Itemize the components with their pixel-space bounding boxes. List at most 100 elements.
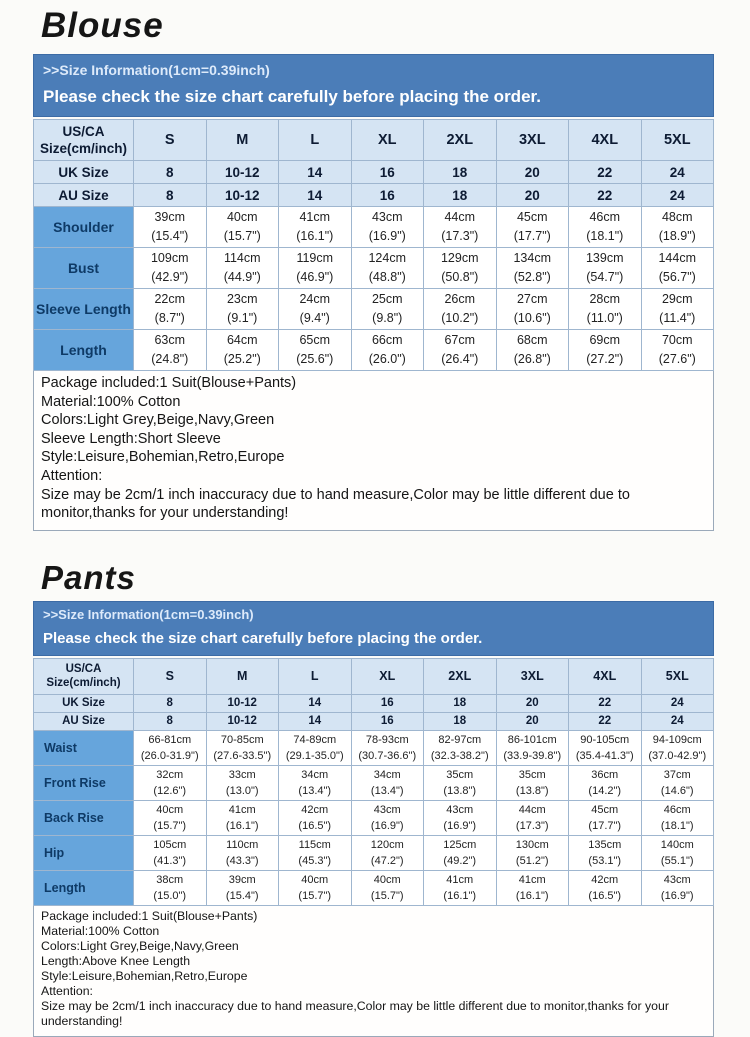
measurement-cell: 67cm (26.4") [423,329,497,371]
region-size-cell: 20 [495,160,569,184]
size-header-cell: L [278,119,352,161]
measurement-cell: 28cm (11.0") [568,288,642,330]
note-line: Size may be 2cm/1 inch inaccuracy due to… [41,998,669,1028]
au-size-row: AU Size 8 10-12 14 16 18 20 22 24 [33,711,714,731]
measurement-cell: 44cm (17.3") [495,799,569,836]
size-header-cell: XL [350,119,424,161]
region-size-cell: 16 [350,183,424,207]
measurement-cell: 34cm (13.4") [350,764,424,801]
measurement-cell: 41cm (16.1") [205,799,279,836]
region-size-label: AU Size [33,183,134,207]
blouse-size-table: US/CA Size(cm/inch) S M L XL 2XL 3XL 4XL 5XL UK Si… [33,119,714,371]
region-size-cell: 18 [423,160,497,184]
measurement-cell: 78-93cm (30.7-36.6") [350,729,424,766]
size-info-heading: >>Size Information(1cm=0.39inch) [43,606,254,622]
size-check-notice: Please check the size chart carefully be… [43,87,541,106]
size-header-cell: 3XL [495,119,569,161]
region-size-cell: 22 [568,160,642,184]
measurement-label: Back Rise [33,799,134,836]
size-chart-page: Blouse >>Size Information(1cm=0.39inch) … [33,0,714,1037]
region-size-cell: 8 [133,183,207,207]
note-line: Attention: [41,467,103,484]
measurement-row: Sleeve Length 22cm (8.7") 23cm (9.1") 24cm (9.… [33,288,714,330]
corner-cell: US/CA Size(cm/inch) [33,657,134,695]
measurement-label: Length [33,329,134,371]
size-header-cell: 5XL [640,119,714,161]
measurement-cell: 119cm (46.9") [278,247,352,289]
measurement-cell: 36cm (14.2") [568,764,642,801]
region-size-cell: 20 [495,711,569,731]
measurement-cell: 135cm (53.1") [568,834,642,871]
measurement-cell: 129cm (50.8") [423,247,497,289]
measurement-cell: 41cm (16.1") [278,206,352,248]
measurement-cell: 40cm (15.7") [205,206,279,248]
measurement-row: Hip 105cm (41.3") 110cm (43.3") 115cm (45.3") 1… [33,834,714,871]
region-size-cell: 24 [640,160,714,184]
note-line: Material:100% Cotton [41,393,181,410]
size-header-cell: 4XL [568,657,642,695]
measurement-cell: 66-81cm (26.0-31.9") [133,729,207,766]
size-header-cell: L [278,657,352,695]
measurement-cell: 40cm (15.7") [350,869,424,906]
measurement-label: Sleeve Length [33,288,134,330]
size-header-cell: M [205,119,279,161]
measurement-label: Hip [33,834,134,871]
note-line: Length:Above Knee Length [41,953,191,968]
size-header-cell: 3XL [495,657,569,695]
measurement-cell: 105cm (41.3") [133,834,207,871]
measurement-row: Length 63cm (24.8") 64cm (25.2") 65cm (25.6") 6… [33,329,714,371]
measurement-cell: 25cm (9.8") [350,288,424,330]
measurement-cell: 130cm (51.2") [495,834,569,871]
measurement-cell: 33cm (13.0") [205,764,279,801]
region-size-cell: 8 [133,693,207,713]
note-line: Size may be 2cm/1 inch inaccuracy due to… [41,486,630,522]
size-header-cell: 4XL [568,119,642,161]
measurement-cell: 120cm (47.2") [350,834,424,871]
region-size-label: AU Size [33,711,134,731]
note-line: Package included:1 Suit(Blouse+Pants) [41,908,258,923]
blouse-notes: Package included:1 Suit(Blouse+Pants) Mat… [33,371,714,531]
measurement-cell: 109cm (42.9") [133,247,207,289]
region-size-cell: 8 [133,711,207,731]
region-size-cell: 16 [350,693,424,713]
measurement-cell: 37cm (14.6") [640,764,714,801]
region-size-cell: 10-12 [205,160,279,184]
measurement-cell: 42cm (16.5") [278,799,352,836]
measurement-cell: 27cm (10.6") [495,288,569,330]
measurement-cell: 64cm (25.2") [205,329,279,371]
region-size-cell: 24 [640,183,714,207]
size-header-cell: S [133,119,207,161]
measurement-cell: 45cm (17.7") [568,799,642,836]
region-size-cell: 10-12 [205,183,279,207]
region-size-cell: 24 [640,711,714,731]
measurement-row: Front Rise 32cm (12.6") 33cm (13.0") 34cm (13.… [33,764,714,801]
note-line: Sleeve Length:Short Sleeve [41,430,221,447]
note-line: Style:Leisure,Bohemian,Retro,Europe [41,968,248,983]
measurement-cell: 140cm (55.1") [640,834,714,871]
measurement-cell: 22cm (8.7") [133,288,207,330]
measurement-cell: 144cm (56.7") [640,247,714,289]
size-header-cell: S [133,657,207,695]
measurement-cell: 125cm (49.2") [423,834,497,871]
measurement-cell: 43cm (16.9") [350,799,424,836]
measurement-cell: 35cm (13.8") [495,764,569,801]
measurement-cell: 66cm (26.0") [350,329,424,371]
pants-section: Pants >>Size Information(1cm=0.39inch) P… [33,557,714,1037]
measurement-cell: 46cm (18.1") [640,799,714,836]
region-size-cell: 18 [423,183,497,207]
measurement-cell: 82-97cm (32.3-38.2") [423,729,497,766]
corner-cell: US/CA Size(cm/inch) [33,119,134,161]
measurement-cell: 63cm (24.8") [133,329,207,371]
size-header-row: US/CA Size(cm/inch) S M L XL 2XL 3XL 4XL 5XL [33,657,714,695]
region-size-cell: 22 [568,183,642,207]
measurement-cell: 124cm (48.8") [350,247,424,289]
blouse-size-table-holder: US/CA Size(cm/inch) S M L XL 2XL 3XL 4XL 5XL UK Si… [33,119,714,371]
region-size-cell: 18 [423,711,497,731]
measurement-cell: 26cm (10.2") [423,288,497,330]
measurement-cell: 139cm (54.7") [568,247,642,289]
measurement-cell: 34cm (13.4") [278,764,352,801]
au-size-row: AU Size 8 10-12 14 16 18 20 22 24 [33,183,714,207]
measurement-cell: 39cm (15.4") [205,869,279,906]
measurement-cell: 29cm (11.4") [640,288,714,330]
note-line: Package included:1 Suit(Blouse+Pants) [41,375,297,391]
